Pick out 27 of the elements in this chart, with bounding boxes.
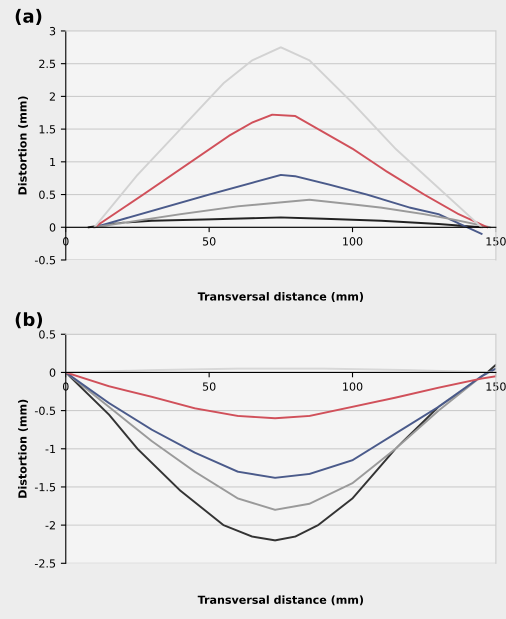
- x-axis-title: Transversal distance (mm): [198, 292, 364, 302]
- y-tick-label: 0: [50, 223, 56, 232]
- x-tick-label: 50: [202, 237, 216, 246]
- chart-title: (a): [16, 8, 42, 25]
- y-tick-label: 2.5: [39, 60, 56, 68]
- y-tick-label: -0.5: [34, 256, 56, 264]
- y-tick-label: 1.5: [40, 125, 56, 134]
- y-tick-label: 3: [50, 26, 56, 36]
- y-axis-title: Distortion (mm): [18, 400, 28, 498]
- chart-title: (b): [16, 312, 42, 328]
- y-tick-label: 0: [50, 368, 56, 377]
- x-tick-label: 150: [486, 237, 506, 246]
- x-tick-label: 50: [202, 382, 216, 391]
- y-axis-title: Distortion (mm): [18, 96, 28, 194]
- y-tick-label: -1: [46, 444, 56, 453]
- y-tick-label: -1.5: [34, 483, 56, 492]
- y-tick-label: 2: [50, 92, 55, 101]
- y-tick-label: 0.5: [39, 190, 56, 199]
- y-tick-label: -2.5: [34, 559, 56, 568]
- x-tick-label: 100: [343, 382, 362, 391]
- y-tick-label: 1: [50, 158, 56, 166]
- y-tick-label: 0.5: [39, 330, 56, 339]
- x-axis-title: Transversal distance (mm): [198, 595, 364, 606]
- y-tick-label: -0.5: [34, 406, 56, 415]
- x-tick-label: 150: [486, 382, 506, 391]
- y-tick-label: -2: [46, 521, 55, 530]
- x-tick-label: 100: [343, 237, 362, 246]
